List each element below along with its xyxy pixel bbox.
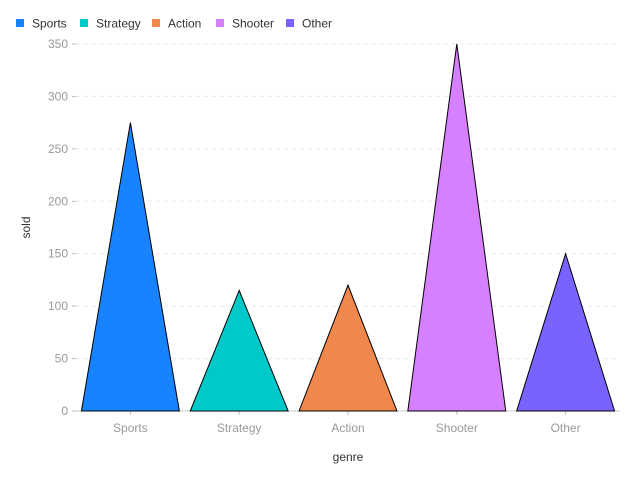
triangle-mark-action (298, 283, 398, 412)
y-axis: 0 50 100 150 200 250 300 350 (48, 37, 76, 418)
triangle-mark-shooter (407, 43, 507, 412)
legend-item-shooter[interactable]: Shooter (216, 17, 274, 31)
legend-item-action[interactable]: Action (152, 17, 201, 31)
x-tick-label: Action (331, 421, 364, 435)
legend-label: Strategy (96, 17, 141, 31)
legend-item-other[interactable]: Other (286, 17, 332, 31)
triangle-mark-other (515, 252, 616, 412)
y-tick-label: 300 (48, 89, 68, 103)
x-tick-label: Sports (113, 421, 148, 435)
legend-label: Action (168, 17, 201, 31)
legend-swatch (80, 19, 88, 27)
triangle-mark-strategy (189, 289, 289, 412)
x-tick-label: Shooter (436, 421, 478, 435)
legend-label: Shooter (232, 17, 274, 31)
legend-swatch (216, 19, 224, 27)
y-tick-label: 250 (48, 142, 68, 156)
x-tick-label: Strategy (217, 421, 262, 435)
legend-swatch (152, 19, 160, 27)
x-tick-label: Other (551, 421, 581, 435)
y-tick-label: 0 (61, 404, 68, 418)
x-axis: Sports Strategy Action Shooter Other (113, 411, 581, 435)
legend: Sports Strategy Action Shooter Other (16, 17, 332, 31)
y-tick-label: 150 (48, 247, 68, 261)
legend-item-strategy[interactable]: Strategy (80, 17, 141, 31)
legend-swatch (16, 19, 24, 27)
data-marks (80, 43, 616, 412)
triangle-mark-sports (80, 122, 180, 412)
y-tick-label: 100 (48, 299, 68, 313)
y-axis-title: sold (19, 216, 33, 238)
y-tick-label: 350 (48, 37, 68, 51)
y-tick-label: 200 (48, 194, 68, 208)
x-axis-title: genre (333, 450, 364, 464)
legend-swatch (286, 19, 294, 27)
legend-label: Other (302, 17, 332, 31)
legend-label: Sports (32, 17, 67, 31)
legend-item-sports[interactable]: Sports (16, 17, 67, 31)
y-tick-label: 50 (55, 352, 69, 366)
